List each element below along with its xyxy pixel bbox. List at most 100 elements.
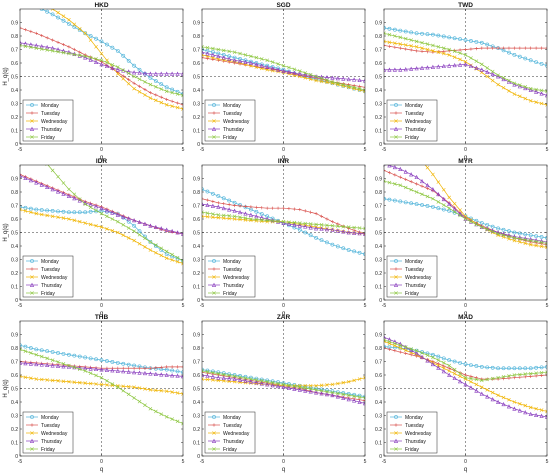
data-point-monday: [121, 53, 126, 58]
legend-marker: [212, 275, 216, 279]
data-point-friday: [403, 36, 408, 41]
data-point-monday: [137, 229, 142, 234]
data-point-friday: [50, 49, 55, 53]
data-point-wednesday: [545, 103, 547, 107]
data-point-wednesday: [539, 244, 544, 249]
data-point-friday: [238, 51, 242, 56]
data-point-tuesday: [357, 84, 362, 88]
data-point-thursday: [265, 382, 270, 387]
data-point-tuesday: [211, 57, 215, 61]
data-point-tuesday: [271, 206, 275, 210]
legend-marker: [212, 135, 216, 139]
data-point-wednesday: [132, 238, 136, 243]
y-tick-label: 0.3: [193, 101, 200, 107]
data-point-friday: [99, 211, 104, 216]
data-point-friday: [496, 73, 500, 77]
data-point-wednesday: [83, 221, 88, 225]
data-point-thursday: [45, 362, 50, 367]
data-point-wednesday: [507, 89, 511, 93]
data-point-monday: [346, 248, 351, 252]
data-point-wednesday: [523, 403, 528, 408]
data-point-friday: [287, 220, 291, 224]
data-point-tuesday: [132, 366, 136, 370]
legend-marker: [212, 423, 216, 427]
data-point-friday: [126, 71, 131, 76]
data-point-thursday: [93, 204, 99, 209]
data-point-thursday: [357, 77, 362, 82]
data-point-thursday: [259, 381, 264, 386]
data-point-thursday: [496, 399, 501, 404]
data-point-wednesday: [425, 47, 430, 52]
data-point-friday: [276, 62, 280, 66]
data-point-friday: [485, 66, 490, 70]
data-point-thursday: [528, 411, 533, 417]
legend-marker: [211, 282, 217, 287]
legend-marker: [30, 431, 34, 435]
data-point-monday: [45, 349, 50, 354]
y-tick-label: 0.9: [193, 176, 200, 182]
data-point-thursday: [362, 78, 365, 83]
data-point-friday: [512, 236, 517, 240]
data-point-thursday: [362, 231, 365, 236]
data-point-monday: [398, 346, 403, 350]
data-point-friday: [330, 390, 335, 395]
data-point-thursday: [335, 76, 340, 81]
data-point-wednesday: [126, 384, 131, 389]
data-point-monday: [50, 208, 55, 213]
data-point-wednesday: [50, 214, 55, 219]
data-point-friday: [463, 217, 468, 221]
data-point-friday: [409, 38, 413, 42]
data-point-friday: [34, 352, 39, 357]
data-point-wednesday: [518, 94, 522, 99]
data-point-thursday: [34, 361, 39, 367]
data-point-tuesday: [181, 103, 183, 107]
data-point-thursday: [55, 363, 61, 368]
data-point-thursday: [387, 337, 392, 342]
data-point-thursday: [517, 408, 522, 413]
data-point-friday: [115, 385, 120, 389]
legend: Monday Tuesday Wednesday Thursday Friday: [386, 255, 438, 298]
data-point-wednesday: [205, 377, 210, 382]
data-point-friday: [67, 51, 71, 56]
data-point-thursday: [142, 221, 148, 226]
data-point-friday: [387, 32, 392, 37]
data-point-thursday: [265, 64, 270, 69]
data-point-monday: [414, 202, 419, 207]
panel-title: SGD: [276, 2, 290, 9]
data-point-thursday: [441, 63, 446, 69]
y-tick-label: 0.4: [11, 88, 18, 94]
x-tick-label: 0: [282, 459, 285, 465]
data-point-wednesday: [170, 390, 174, 394]
panel-inr: 00.10.20.30.40.50.60.70.80.9-5 0 5INRqMond…: [193, 158, 367, 317]
data-point-friday: [88, 205, 93, 210]
data-point-friday: [259, 379, 264, 383]
y-tick-label: 0.1: [193, 440, 200, 446]
series-group: [384, 26, 547, 107]
data-point-friday: [496, 375, 500, 380]
data-point-friday: [216, 371, 221, 376]
data-point-tuesday: [121, 74, 125, 78]
data-point-thursday: [104, 367, 110, 372]
data-point-friday: [330, 223, 335, 228]
y-tick-label: 0.2: [375, 271, 382, 277]
data-point-monday: [425, 204, 430, 208]
data-point-monday: [479, 40, 484, 45]
legend-label: Thursday: [223, 439, 244, 445]
data-point-friday: [528, 371, 533, 376]
data-point-thursday: [474, 65, 479, 70]
data-point-thursday: [221, 375, 226, 381]
y-tick-label: 0.2: [193, 427, 200, 433]
data-point-wednesday: [175, 105, 180, 110]
data-point-thursday: [88, 57, 93, 62]
data-point-wednesday: [292, 383, 297, 388]
legend-label: Friday: [41, 135, 55, 141]
data-point-thursday: [286, 385, 292, 390]
data-point-wednesday: [40, 0, 43, 3]
data-point-friday: [83, 54, 88, 59]
data-point-friday: [490, 376, 495, 381]
data-point-thursday: [303, 224, 308, 229]
data-point-thursday: [270, 383, 275, 388]
data-point-tuesday: [384, 43, 386, 48]
data-point-monday: [308, 233, 313, 238]
data-point-monday: [398, 199, 403, 204]
